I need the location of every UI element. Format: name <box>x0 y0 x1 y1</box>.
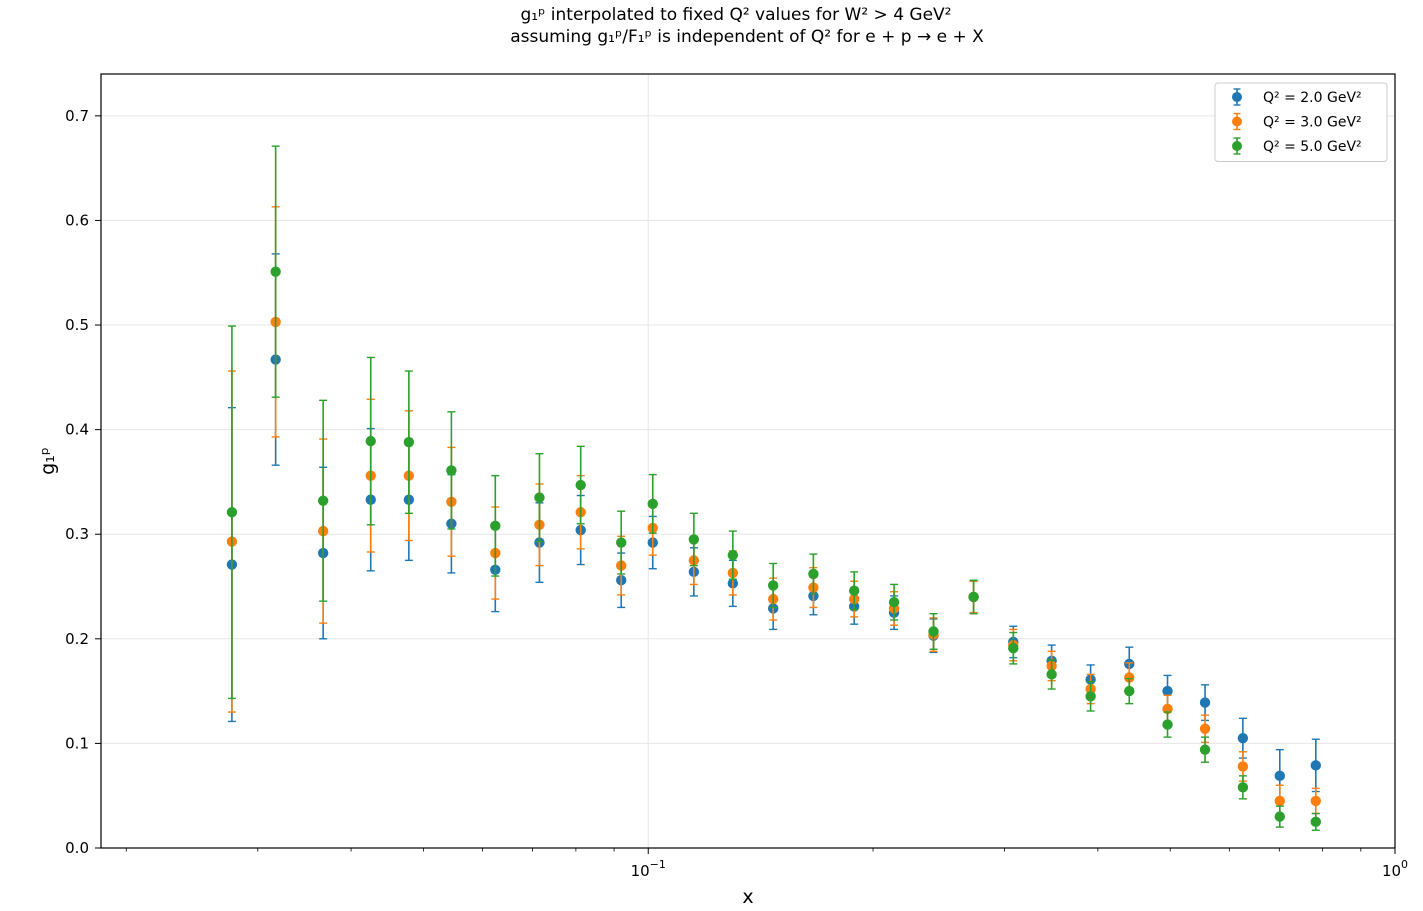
data-point <box>317 495 329 506</box>
data-point <box>1237 782 1249 793</box>
data-point <box>1237 761 1249 772</box>
y-tick-label: 0.3 <box>65 525 89 543</box>
data-point <box>575 479 586 491</box>
series-2 <box>226 206 1321 818</box>
data-point <box>1124 672 1135 683</box>
series-1 <box>226 253 1321 803</box>
legend-label: Q² = 5.0 GeV² <box>1263 139 1362 155</box>
y-tick-label: 0.7 <box>65 107 89 125</box>
x-tick-label-exponent: 0 <box>1401 858 1408 871</box>
x-tick-label-base: 10 <box>1382 862 1401 880</box>
data-point <box>1085 691 1096 702</box>
data-point <box>1274 811 1285 822</box>
data-point <box>1199 744 1211 755</box>
chart-title-line-2: assuming g₁ᵖ/F₁ᵖ is independent of Q² fo… <box>510 27 984 47</box>
legend-box <box>1214 82 1388 162</box>
x-tick-label-base: 10 <box>631 862 650 880</box>
legend-marker <box>1232 116 1242 127</box>
data-point <box>928 626 939 637</box>
data-point <box>1310 760 1321 771</box>
data-point <box>1199 723 1211 734</box>
y-tick-label: 0.1 <box>65 734 89 752</box>
data-point <box>767 580 779 591</box>
chart-title-line-1: g₁ᵖ interpolated to fixed Q² values for … <box>521 5 952 25</box>
legend-label: Q² = 2.0 GeV² <box>1263 90 1362 106</box>
legend: Q² = 2.0 GeV² Q² = 3.0 GeV² Q² = 5.0 GeV² <box>1214 82 1388 162</box>
data-point <box>808 568 819 580</box>
x-tick-label-exponent: −1 <box>650 858 666 871</box>
data-point <box>1310 816 1321 828</box>
grid <box>101 74 1395 849</box>
data-point <box>647 498 658 510</box>
legend-marker <box>1232 92 1242 102</box>
plot-frame <box>100 73 1396 849</box>
data-point <box>1046 669 1057 680</box>
data-point <box>365 435 376 447</box>
y-axis-label: g₁ᵖ <box>37 447 59 475</box>
x-axis-label: x <box>742 886 753 908</box>
data-point <box>1237 732 1249 744</box>
x-tick-label: 10−1 <box>631 858 666 880</box>
y-tick-label: 0.2 <box>65 630 89 648</box>
data-point <box>848 585 860 596</box>
y-tick-label: 0.0 <box>65 839 89 857</box>
data-point <box>270 266 281 277</box>
data-point <box>490 520 501 532</box>
data-point <box>1274 795 1285 807</box>
data-point <box>616 537 627 548</box>
y-tick-label: 0.5 <box>65 316 89 334</box>
data-point <box>1274 770 1285 782</box>
plot-area <box>226 145 1321 831</box>
data-point <box>1124 685 1135 697</box>
data-point <box>534 492 545 503</box>
data-point <box>403 436 415 448</box>
data-point <box>727 549 739 561</box>
data-point <box>226 507 238 518</box>
data-point <box>688 534 700 545</box>
data-point <box>1162 719 1173 730</box>
legend-marker <box>1232 141 1242 151</box>
y-tick-label: 0.4 <box>65 421 89 439</box>
data-point <box>1310 795 1321 807</box>
data-point <box>1162 685 1173 697</box>
y-tick-label: 0.6 <box>65 211 89 229</box>
data-point <box>446 465 457 476</box>
series-3 <box>226 145 1321 831</box>
legend-label: Q² = 3.0 GeV² <box>1263 115 1362 131</box>
x-tick-label: 100 <box>1382 858 1408 880</box>
data-point <box>1008 643 1019 654</box>
data-point <box>1199 697 1211 708</box>
data-point <box>968 591 979 603</box>
axis-ticks: 0.00.10.20.30.40.50.60.710−1 100 <box>65 107 1408 880</box>
data-point <box>888 597 900 608</box>
